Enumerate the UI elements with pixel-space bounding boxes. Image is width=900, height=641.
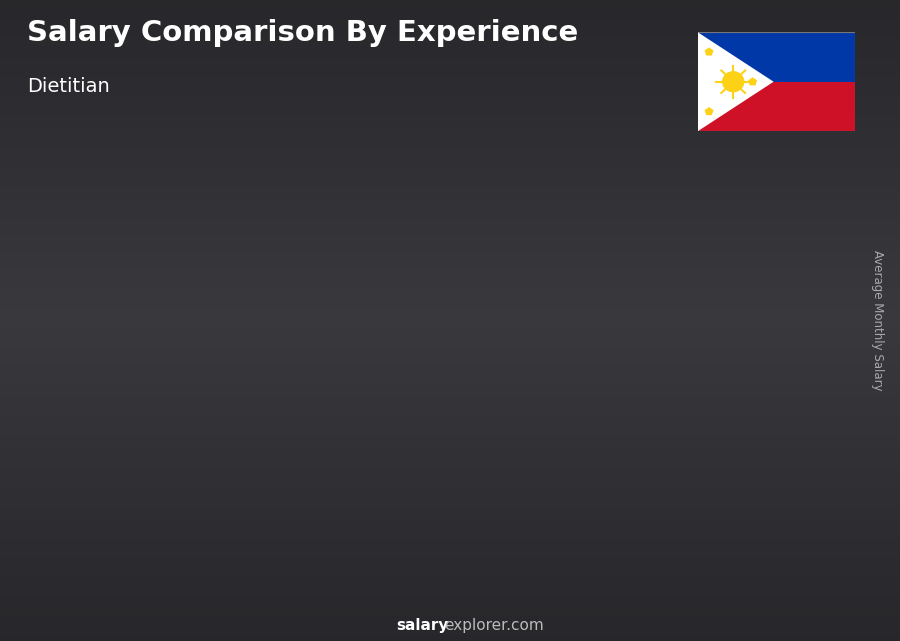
Text: 60,600 PHP: 60,600 PHP xyxy=(201,372,277,385)
Polygon shape xyxy=(454,274,534,558)
Text: 119,000 PHP: 119,000 PHP xyxy=(585,221,670,233)
Text: Salary Comparison By Experience: Salary Comparison By Experience xyxy=(27,19,578,47)
Polygon shape xyxy=(582,238,674,248)
Polygon shape xyxy=(710,213,803,222)
Polygon shape xyxy=(710,222,789,558)
Polygon shape xyxy=(534,265,546,558)
Polygon shape xyxy=(70,430,163,440)
Polygon shape xyxy=(149,430,163,558)
Text: +9%: +9% xyxy=(523,182,572,201)
Polygon shape xyxy=(662,238,674,558)
Polygon shape xyxy=(199,400,278,558)
Polygon shape xyxy=(789,213,803,558)
Text: salary: salary xyxy=(396,618,448,633)
Polygon shape xyxy=(748,78,757,85)
Text: Dietitian: Dietitian xyxy=(27,77,110,96)
Polygon shape xyxy=(698,81,855,131)
Polygon shape xyxy=(70,440,149,558)
Polygon shape xyxy=(327,315,418,324)
Text: Average Monthly Salary: Average Monthly Salary xyxy=(871,250,884,391)
Polygon shape xyxy=(698,32,855,81)
Text: 129,000 PHP: 129,000 PHP xyxy=(713,194,797,208)
Polygon shape xyxy=(327,324,406,558)
Polygon shape xyxy=(406,315,419,558)
Circle shape xyxy=(723,72,743,92)
Text: +34%: +34% xyxy=(132,335,195,353)
Polygon shape xyxy=(698,32,774,131)
Text: 89,500 PHP: 89,500 PHP xyxy=(329,297,405,310)
Polygon shape xyxy=(454,265,546,274)
Polygon shape xyxy=(199,391,291,400)
Polygon shape xyxy=(582,248,662,558)
Polygon shape xyxy=(278,391,291,558)
Text: 109,000 PHP: 109,000 PHP xyxy=(457,247,542,260)
Text: explorer.com: explorer.com xyxy=(444,618,544,633)
Text: 45,400 PHP: 45,400 PHP xyxy=(73,412,149,425)
Text: +48%: +48% xyxy=(260,249,323,268)
Polygon shape xyxy=(705,107,714,115)
Text: +8%: +8% xyxy=(651,162,700,181)
Polygon shape xyxy=(705,47,714,56)
Text: +22%: +22% xyxy=(388,203,452,222)
